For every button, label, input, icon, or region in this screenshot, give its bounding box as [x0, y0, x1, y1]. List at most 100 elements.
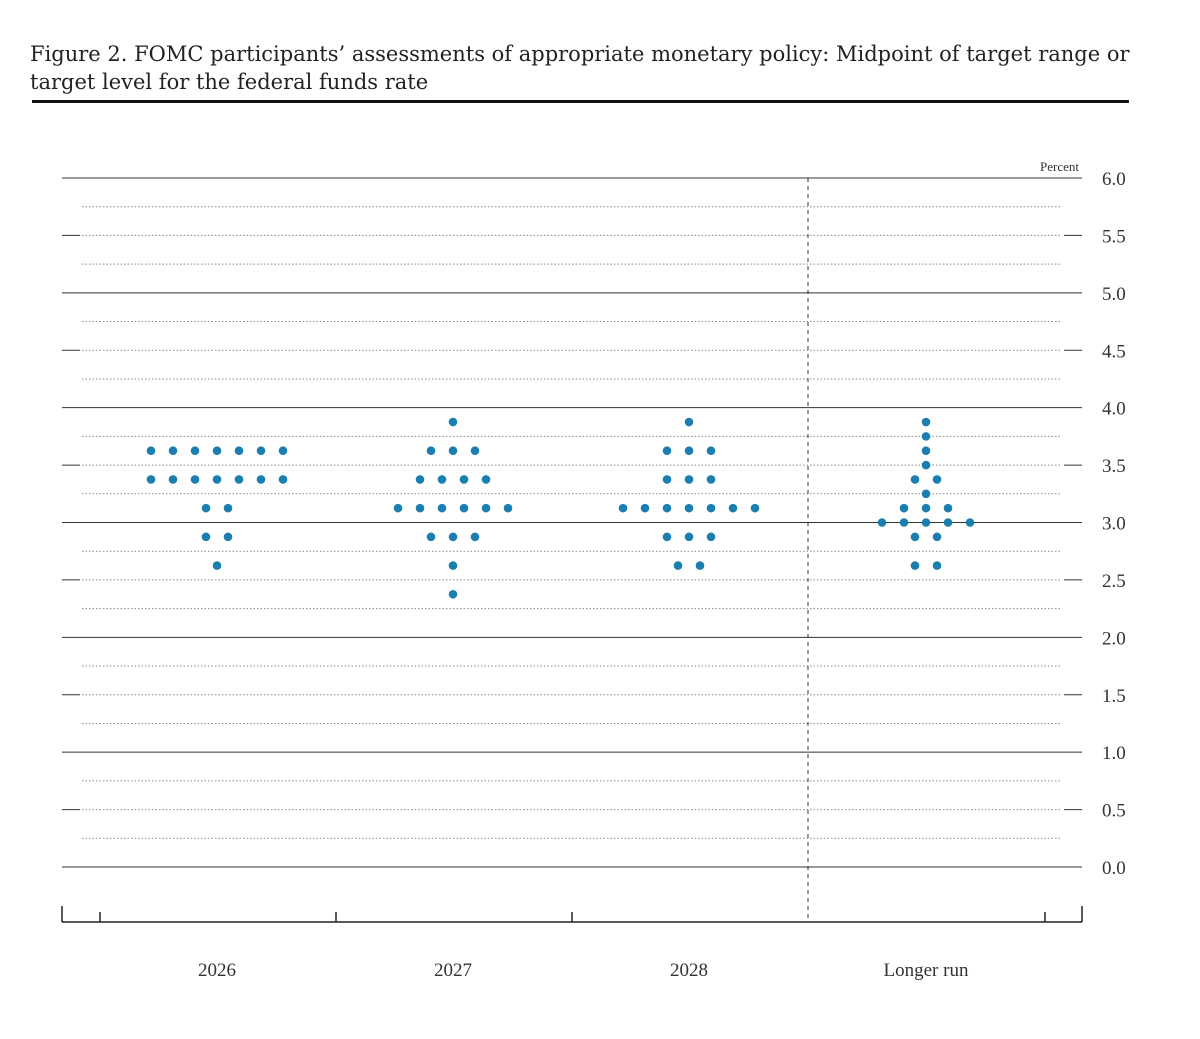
y-tick-label: 0.0 [1102, 858, 1126, 879]
figure-title: Figure 2. FOMC participants’ assessments… [30, 42, 1130, 94]
participant-dot [212, 475, 222, 484]
participant-dot [877, 518, 887, 527]
participant-dot [684, 503, 694, 513]
participant-dot [662, 446, 672, 456]
y-tick-label: 4.0 [1102, 399, 1126, 420]
participant-dot [684, 475, 694, 484]
participant-dot [706, 475, 716, 484]
participant-dot [921, 489, 931, 499]
participant-dot [640, 503, 650, 513]
axis-layer: 6.0 5.5 5.0 4.5 4.0 3.5 3.0 2.5 2.0 1.5 1.0 0.5 0.0 2… [61, 169, 1126, 981]
participant-dot [146, 475, 156, 484]
participant-dot [426, 446, 436, 456]
participant-dot [673, 561, 683, 570]
participant-dot [910, 561, 920, 570]
participant-dot [278, 446, 288, 456]
participant-dot [234, 446, 244, 456]
participant-dot [470, 532, 480, 542]
participant-dot [728, 503, 738, 513]
participant-dot [706, 503, 716, 513]
participant-dot [910, 532, 920, 542]
participant-dot [921, 518, 931, 527]
y-tick-label: 3.5 [1102, 456, 1126, 477]
participant-dot [448, 561, 458, 570]
y-tick-label: 5.5 [1102, 226, 1126, 247]
participant-dot [448, 532, 458, 542]
x-category-label: 2027 [434, 960, 472, 981]
participant-dot [190, 475, 200, 484]
participant-dot [706, 446, 716, 456]
participant-dot [921, 432, 931, 441]
participant-dot [168, 475, 178, 484]
participant-dot [437, 503, 447, 513]
participant-dot [921, 460, 931, 470]
y-axis-unit-label: Percent [1040, 159, 1079, 174]
participant-dot [212, 446, 222, 456]
participant-dot [750, 503, 760, 513]
participant-dot [943, 518, 953, 527]
title-rule [32, 100, 1129, 103]
y-tick-label: 0.5 [1102, 801, 1126, 822]
participant-dot [684, 417, 694, 427]
participant-dot [503, 503, 513, 513]
y-tick-label: 6.0 [1102, 169, 1126, 190]
y-tick-label: 5.0 [1102, 284, 1126, 305]
participant-dot [932, 475, 942, 484]
participant-dot [459, 475, 469, 484]
participant-dot [146, 446, 156, 456]
participant-dot [256, 475, 266, 484]
participant-dot [426, 532, 436, 542]
participant-dot [618, 503, 628, 513]
participant-dot [470, 446, 480, 456]
participant-dot [437, 475, 447, 484]
x-category-label: Longer run [884, 960, 969, 981]
participant-dot [448, 446, 458, 456]
participant-dot [278, 475, 288, 484]
y-tick-label: 1.5 [1102, 686, 1126, 707]
participant-dot [459, 503, 469, 513]
participant-dot [921, 446, 931, 456]
y-tick-label: 2.5 [1102, 571, 1126, 592]
dot-layer [146, 417, 975, 599]
participant-dot [212, 561, 222, 570]
participant-dot [393, 503, 403, 513]
participant-dot [899, 503, 909, 513]
participant-dot [662, 475, 672, 484]
participant-dot [662, 503, 672, 513]
participant-dot [932, 561, 942, 570]
participant-dot [684, 532, 694, 542]
y-tick-label: 4.5 [1102, 341, 1126, 362]
x-category-label: 2028 [670, 960, 708, 981]
participant-dot [223, 532, 233, 542]
participant-dot [932, 532, 942, 542]
y-tick-label: 2.0 [1102, 628, 1126, 649]
grid-layer [62, 177, 1082, 868]
participant-dot [256, 446, 266, 456]
participant-dot [415, 475, 425, 484]
participant-dot [481, 503, 491, 513]
participant-dot [965, 518, 975, 527]
participant-dot [201, 503, 211, 513]
participant-dot [695, 561, 705, 570]
participant-dot [943, 503, 953, 513]
participant-dot [910, 475, 920, 484]
x-category-label: 2026 [198, 960, 236, 981]
participant-dot [223, 503, 233, 513]
participant-dot [921, 417, 931, 427]
participant-dot [481, 475, 491, 484]
participant-dot [190, 446, 200, 456]
participant-dot [201, 532, 211, 542]
y-tick-label: 3.0 [1102, 514, 1126, 535]
participant-dot [706, 532, 716, 542]
participant-dot [662, 532, 672, 542]
participant-dot [448, 417, 458, 427]
participant-dot [899, 518, 909, 527]
y-tick-label: 1.0 [1102, 743, 1126, 764]
participant-dot [415, 503, 425, 513]
participant-dot [234, 475, 244, 484]
participant-dot [684, 446, 694, 456]
participant-dot [448, 589, 458, 599]
participant-dot [921, 503, 931, 513]
participant-dot [168, 446, 178, 456]
